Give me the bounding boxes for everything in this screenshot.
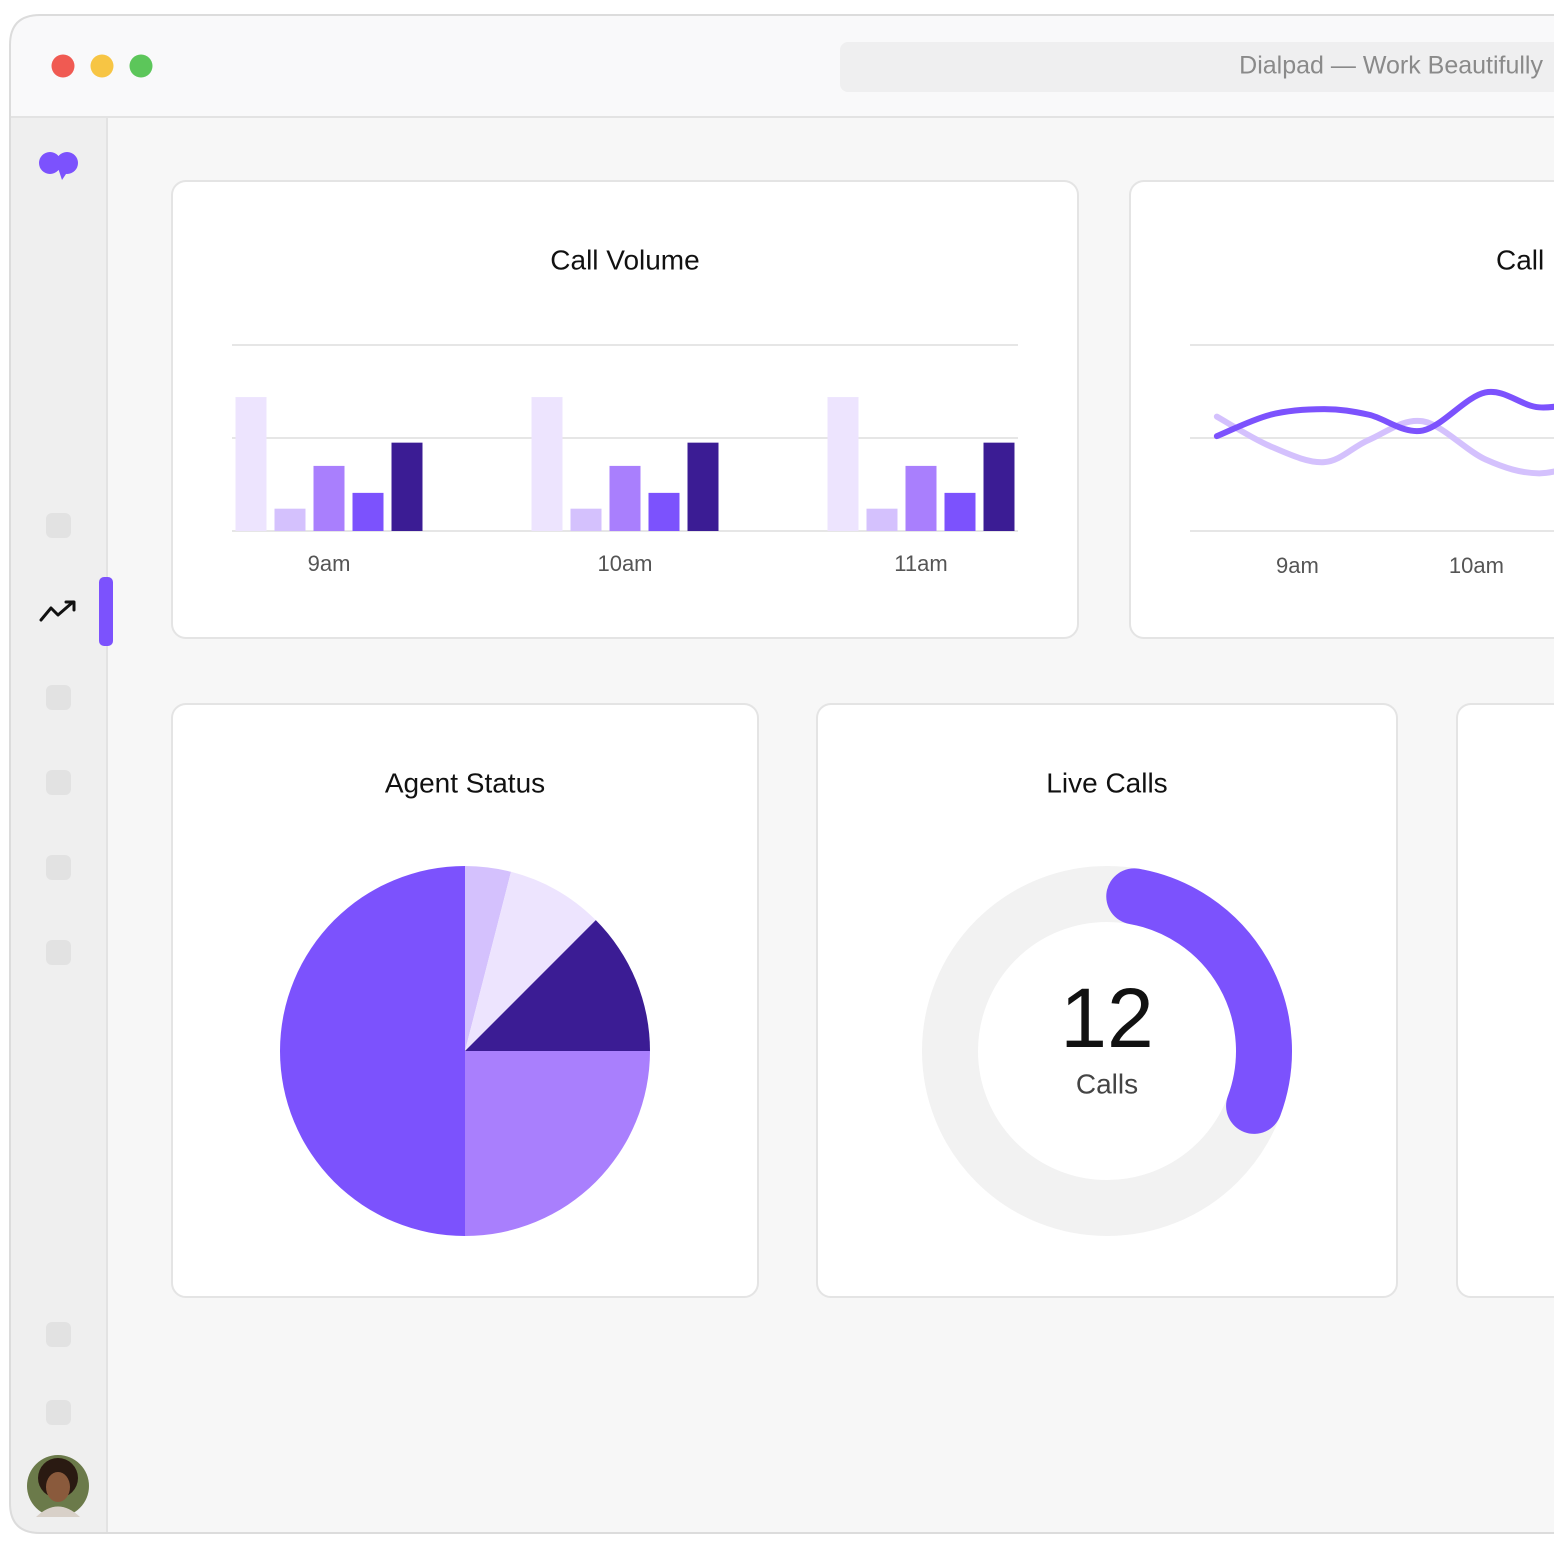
bar [570, 508, 602, 531]
bar [827, 397, 859, 531]
chart-title: Call Volume [550, 244, 699, 275]
bar [274, 508, 306, 531]
gauge-label: Calls [1076, 1068, 1138, 1099]
bar [313, 465, 345, 531]
pie-slice [465, 1051, 650, 1236]
chart-title: Live Calls [1046, 767, 1167, 798]
bar [235, 397, 267, 531]
bar [609, 465, 641, 531]
minimize-button[interactable] [90, 54, 114, 78]
nav-icons [46, 513, 71, 1425]
nav-item[interactable] [46, 770, 71, 795]
nav-item[interactable] [46, 1400, 71, 1425]
x-tick-label: 9am [1276, 553, 1319, 578]
bar [983, 442, 1015, 531]
nav-item[interactable] [46, 940, 71, 965]
sidebar [10, 118, 107, 1533]
chart-title: Agent Status [385, 767, 545, 798]
pie-slice [465, 871, 596, 1051]
pie-slice [280, 866, 465, 1236]
window-border [9, 14, 1554, 1534]
line [1213, 388, 1554, 440]
zoom-button[interactable] [129, 54, 153, 78]
x-tick-label: 11am [894, 551, 947, 576]
bar [391, 442, 423, 531]
gauge-value: 12 [1060, 971, 1153, 1065]
charts: Call Volume 9am 10am 11am Call 9am 10am Agent S… [232, 244, 1554, 1236]
active-indicator [99, 577, 113, 646]
chart-title: Call [1496, 244, 1544, 275]
nav-item[interactable] [46, 1322, 71, 1347]
logo [39, 152, 78, 180]
bar [905, 465, 937, 531]
analytics-icon[interactable] [39, 600, 76, 622]
nav-item[interactable] [46, 513, 71, 538]
bar [531, 397, 563, 531]
window-title: Dialpad — Work Beautifully [1239, 52, 1543, 80]
bar [687, 442, 719, 531]
card [1456, 703, 1554, 1298]
pie-slice [465, 866, 512, 1051]
nav-item[interactable] [46, 685, 71, 710]
x-tick-label: 9am [308, 551, 351, 576]
gauge-arc [1106, 868, 1292, 1134]
close-button[interactable] [51, 54, 75, 78]
pie-slice [465, 920, 650, 1051]
x-tick-label: 10am [597, 551, 652, 576]
address-bar[interactable] [840, 42, 1554, 92]
bar [944, 492, 976, 531]
card [1129, 180, 1554, 639]
bar [352, 492, 384, 531]
avatar[interactable] [27, 1455, 89, 1517]
bar [866, 508, 898, 531]
nav-item[interactable] [46, 855, 71, 880]
x-tick-label: 10am [1449, 553, 1504, 578]
bar [648, 492, 680, 531]
